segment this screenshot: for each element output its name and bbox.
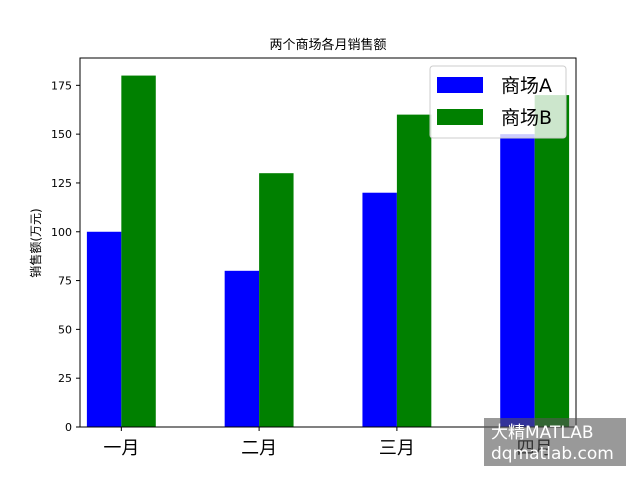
y-tick-label: 50 bbox=[58, 323, 72, 336]
bar-a-2 bbox=[224, 270, 260, 427]
watermark-line2: dqmatlab.com bbox=[491, 444, 614, 464]
bar-a-1 bbox=[86, 231, 122, 427]
watermark-box bbox=[484, 418, 626, 466]
y-tick-label: 150 bbox=[51, 128, 72, 141]
bar-a-4 bbox=[500, 134, 535, 427]
watermark-line1: 大精MATLAB bbox=[491, 423, 594, 443]
legend-label-b: 商场B bbox=[501, 107, 552, 129]
x-tick-label: 三月 bbox=[379, 438, 415, 459]
plot-frame bbox=[79, 57, 577, 428]
y-tick-label: 175 bbox=[51, 79, 72, 92]
y-tick-label: 100 bbox=[51, 226, 72, 239]
bar-b-1 bbox=[121, 75, 156, 428]
bar-a-3 bbox=[362, 192, 397, 427]
legend-label-a: 商场A bbox=[501, 75, 552, 97]
bar-b-2 bbox=[259, 173, 294, 427]
bars-group bbox=[86, 75, 570, 428]
y-axis: 0 25 50 75 100 125 150 175 bbox=[51, 79, 80, 434]
y-tick-label: 0 bbox=[65, 421, 72, 434]
y-tick-label: 125 bbox=[51, 177, 72, 190]
watermark: 大精MATLAB dqmatlab.com bbox=[484, 418, 626, 466]
y-axis-label: 销售额(万元) bbox=[28, 208, 43, 277]
bar-b-3 bbox=[396, 114, 432, 427]
legend-swatch-b bbox=[437, 109, 483, 125]
y-tick-label: 25 bbox=[58, 372, 72, 385]
legend: 商场A 商场B bbox=[429, 65, 567, 139]
y-tick-label: 75 bbox=[58, 275, 72, 288]
bar-b-4 bbox=[534, 95, 570, 427]
legend-swatch-a bbox=[437, 77, 483, 93]
x-tick-label: 二月 bbox=[241, 438, 277, 459]
x-tick-label: 一月 bbox=[103, 438, 139, 459]
chart-title: 两个商场各月销售额 bbox=[269, 37, 386, 53]
